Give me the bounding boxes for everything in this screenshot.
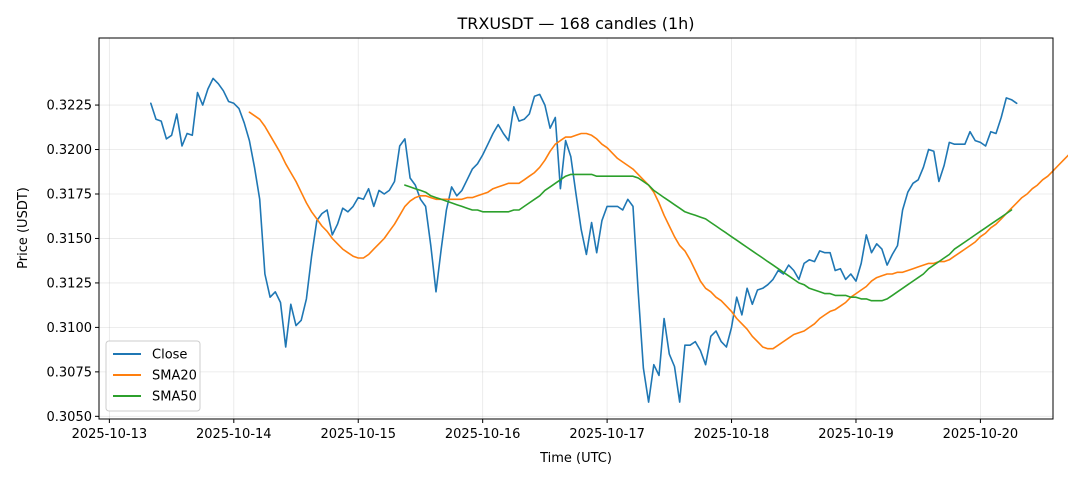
- series-line-sma50: [404, 173, 1013, 302]
- x-tick-label: 2025-10-19: [818, 427, 894, 442]
- y-tick-label: 0.3175: [47, 187, 93, 202]
- legend-box: [105, 340, 201, 412]
- y-tick-label: 0.3125: [47, 276, 93, 291]
- x-tick-label: 2025-10-14: [196, 427, 272, 442]
- y-tick-label: 0.3075: [47, 365, 93, 380]
- y-axis: 0.3050 0.3075 0.3100 0.3125 0.3150 0.3175 0.32…: [47, 99, 99, 425]
- y-axis-title: Price (USDT): [16, 187, 31, 269]
- y-tick-label: 0.3100: [47, 321, 93, 336]
- x-axis: 2025-10-13 2025-10-14 2025-10-15 2025-10-16…: [72, 419, 1019, 442]
- plot-frame: [98, 37, 1054, 420]
- y-tick-label: 0.3050: [47, 410, 93, 425]
- x-tick-label: 2025-10-18: [694, 427, 770, 442]
- chart-title: TRXUSDT — 168 candles (1h): [456, 14, 694, 33]
- legend-label-sma20: SMA20: [152, 369, 197, 384]
- series-line-close: [150, 77, 1018, 403]
- x-tick-label: 2025-10-17: [569, 427, 645, 442]
- x-tick-label: 2025-10-15: [320, 427, 396, 442]
- x-tick-label: 2025-10-20: [943, 427, 1019, 442]
- series-line-sma20: [248, 111, 1068, 350]
- x-axis-title: Time (UTC): [539, 451, 612, 466]
- y-tick-label: 0.3225: [47, 99, 93, 114]
- x-tick-label: 2025-10-13: [72, 427, 148, 442]
- y-tick-label: 0.3200: [47, 143, 93, 158]
- legend-label-sma50: SMA50: [152, 390, 197, 405]
- legend: Close SMA20 SMA50: [105, 340, 201, 412]
- series-lines: [150, 77, 1068, 403]
- y-tick-label: 0.3150: [47, 232, 93, 247]
- legend-label-close: Close: [152, 348, 187, 363]
- x-tick-label: 2025-10-16: [445, 427, 521, 442]
